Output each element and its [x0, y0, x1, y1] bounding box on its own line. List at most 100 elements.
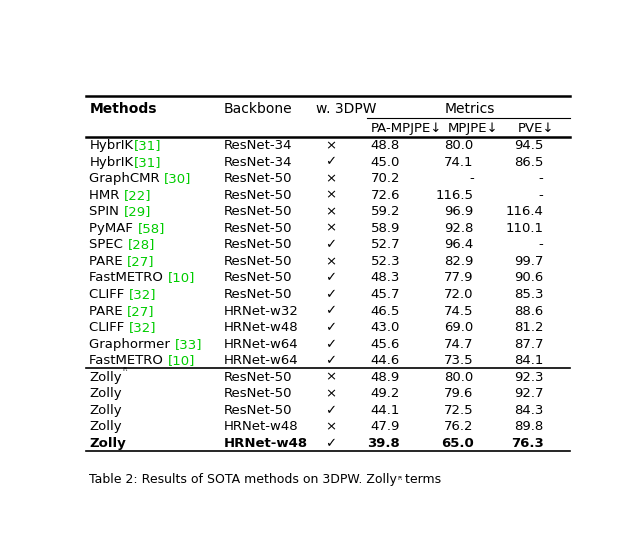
- Text: PyMAF: PyMAF: [90, 222, 138, 235]
- Text: PARE: PARE: [90, 305, 127, 318]
- Text: HRNet-w32: HRNet-w32: [223, 305, 298, 318]
- Text: -: -: [539, 238, 543, 252]
- Text: 73.5: 73.5: [444, 354, 474, 367]
- Text: 43.0: 43.0: [371, 321, 400, 334]
- Text: 45.0: 45.0: [371, 155, 400, 168]
- Text: 39.8: 39.8: [367, 437, 400, 450]
- Text: Backbone: Backbone: [223, 102, 292, 116]
- Text: Zolly: Zolly: [90, 421, 122, 433]
- Text: 85.3: 85.3: [514, 288, 543, 301]
- Text: 48.9: 48.9: [371, 371, 400, 384]
- Text: [10]: [10]: [168, 354, 195, 367]
- Text: [27]: [27]: [127, 255, 155, 268]
- Text: 86.5: 86.5: [514, 155, 543, 168]
- Text: 65.0: 65.0: [441, 437, 474, 450]
- Text: [32]: [32]: [129, 321, 156, 334]
- Text: 46.5: 46.5: [371, 305, 400, 318]
- Text: ×: ×: [324, 421, 336, 433]
- Text: [31]: [31]: [133, 155, 161, 168]
- Text: ResNet-50: ResNet-50: [223, 288, 292, 301]
- Text: -: -: [539, 172, 543, 185]
- Text: ResNet-50: ResNet-50: [223, 255, 292, 268]
- Text: 45.7: 45.7: [371, 288, 400, 301]
- Text: HRNet-w48: HRNet-w48: [223, 421, 298, 433]
- Text: CLIFF: CLIFF: [90, 321, 129, 334]
- Text: ×: ×: [324, 387, 336, 400]
- Text: ✓: ✓: [324, 437, 336, 450]
- Text: Zolly: Zolly: [90, 404, 122, 417]
- Text: 49.2: 49.2: [371, 387, 400, 400]
- Text: 72.5: 72.5: [444, 404, 474, 417]
- Text: Zolly: Zolly: [90, 437, 126, 450]
- Text: ×: ×: [324, 255, 336, 268]
- Text: PVE↓: PVE↓: [518, 122, 554, 135]
- Text: 52.7: 52.7: [371, 238, 400, 252]
- Text: 116.4: 116.4: [506, 205, 543, 218]
- Text: 116.5: 116.5: [436, 189, 474, 202]
- Text: 92.8: 92.8: [444, 222, 474, 235]
- Text: ResNet-50: ResNet-50: [223, 205, 292, 218]
- Text: 99.7: 99.7: [514, 255, 543, 268]
- Text: 76.2: 76.2: [444, 421, 474, 433]
- Text: [32]: [32]: [129, 288, 156, 301]
- Text: ×: ×: [324, 205, 336, 218]
- Text: 94.5: 94.5: [514, 139, 543, 152]
- Text: Zolly: Zolly: [90, 371, 122, 384]
- Text: PARE: PARE: [90, 255, 127, 268]
- Text: 76.3: 76.3: [511, 437, 543, 450]
- Text: ×: ×: [324, 139, 336, 152]
- Text: 48.8: 48.8: [371, 139, 400, 152]
- Text: Graphormer: Graphormer: [90, 337, 175, 351]
- Text: [10]: [10]: [168, 271, 195, 284]
- Text: GraphCMR: GraphCMR: [90, 172, 164, 185]
- Text: 96.9: 96.9: [444, 205, 474, 218]
- Text: 52.3: 52.3: [371, 255, 400, 268]
- Text: 96.4: 96.4: [444, 238, 474, 252]
- Text: SPIN: SPIN: [90, 205, 124, 218]
- Text: 47.9: 47.9: [371, 421, 400, 433]
- Text: [29]: [29]: [124, 205, 151, 218]
- Text: ✓: ✓: [324, 271, 336, 284]
- Text: [28]: [28]: [127, 238, 155, 252]
- Text: 110.1: 110.1: [506, 222, 543, 235]
- Text: ResNet-50: ResNet-50: [223, 371, 292, 384]
- Text: 77.9: 77.9: [444, 271, 474, 284]
- Text: ×: ×: [324, 189, 336, 202]
- Text: ×: ×: [324, 222, 336, 235]
- Text: 74.5: 74.5: [444, 305, 474, 318]
- Text: 88.6: 88.6: [514, 305, 543, 318]
- Text: [58]: [58]: [138, 222, 165, 235]
- Text: 87.7: 87.7: [514, 337, 543, 351]
- Text: 70.2: 70.2: [371, 172, 400, 185]
- Text: w. 3DPW: w. 3DPW: [316, 102, 377, 116]
- Text: ResNet-50: ResNet-50: [223, 189, 292, 202]
- Text: HRNet-w64: HRNet-w64: [223, 337, 298, 351]
- Text: ×: ×: [324, 172, 336, 185]
- Text: HRNet-w48: HRNet-w48: [223, 321, 298, 334]
- Text: ✓: ✓: [324, 288, 336, 301]
- Text: ResNet-34: ResNet-34: [223, 155, 292, 168]
- Text: ResNet-50: ResNet-50: [223, 404, 292, 417]
- Text: FastMETRO: FastMETRO: [90, 271, 168, 284]
- Text: ✓: ✓: [324, 354, 336, 367]
- Text: [22]: [22]: [124, 189, 152, 202]
- Text: 72.6: 72.6: [371, 189, 400, 202]
- Text: ResNet-34: ResNet-34: [223, 139, 292, 152]
- Text: PA-MPJPE↓: PA-MPJPE↓: [371, 122, 442, 135]
- Text: 89.8: 89.8: [514, 421, 543, 433]
- Text: Metrics: Metrics: [445, 102, 495, 116]
- Text: MPJPE↓: MPJPE↓: [448, 122, 499, 135]
- Text: terms: terms: [401, 473, 442, 486]
- Text: [31]: [31]: [133, 139, 161, 152]
- Text: ResNet-50: ResNet-50: [223, 222, 292, 235]
- Text: ✓: ✓: [324, 238, 336, 252]
- Text: CLIFF: CLIFF: [90, 288, 129, 301]
- Text: -: -: [469, 172, 474, 185]
- Text: 58.9: 58.9: [371, 222, 400, 235]
- Text: Zolly: Zolly: [90, 387, 122, 400]
- Text: 84.3: 84.3: [514, 404, 543, 417]
- Text: 92.3: 92.3: [514, 371, 543, 384]
- Text: 92.7: 92.7: [514, 387, 543, 400]
- Text: 81.2: 81.2: [514, 321, 543, 334]
- Text: Methods: Methods: [90, 102, 157, 116]
